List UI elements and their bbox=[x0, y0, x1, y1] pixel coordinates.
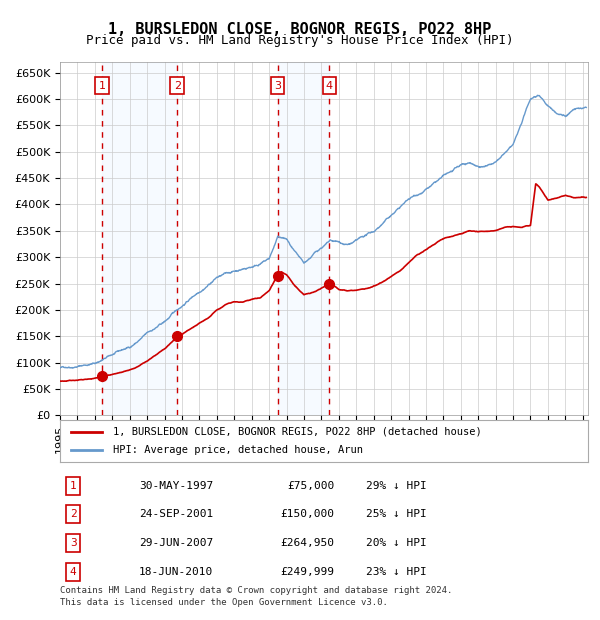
Bar bbox=[102, 62, 177, 415]
Text: 1: 1 bbox=[70, 480, 77, 490]
Text: 4: 4 bbox=[70, 567, 77, 577]
Text: HPI: Average price, detached house, Arun: HPI: Average price, detached house, Arun bbox=[113, 445, 363, 455]
Text: 20% ↓ HPI: 20% ↓ HPI bbox=[366, 538, 427, 548]
Text: This data is licensed under the Open Government Licence v3.0.: This data is licensed under the Open Gov… bbox=[60, 598, 388, 608]
Text: 1: 1 bbox=[98, 81, 106, 91]
Text: 2: 2 bbox=[174, 81, 181, 91]
Text: 29% ↓ HPI: 29% ↓ HPI bbox=[366, 480, 427, 490]
Bar bbox=[278, 62, 329, 415]
Text: 23% ↓ HPI: 23% ↓ HPI bbox=[366, 567, 427, 577]
Text: Price paid vs. HM Land Registry's House Price Index (HPI): Price paid vs. HM Land Registry's House … bbox=[86, 34, 514, 47]
Text: Contains HM Land Registry data © Crown copyright and database right 2024.: Contains HM Land Registry data © Crown c… bbox=[60, 586, 452, 595]
Text: £264,950: £264,950 bbox=[281, 538, 335, 548]
Text: 30-MAY-1997: 30-MAY-1997 bbox=[139, 480, 214, 490]
Text: 3: 3 bbox=[274, 81, 281, 91]
Text: £75,000: £75,000 bbox=[287, 480, 335, 490]
Text: 24-SEP-2001: 24-SEP-2001 bbox=[139, 509, 214, 520]
Text: £150,000: £150,000 bbox=[281, 509, 335, 520]
Text: 29-JUN-2007: 29-JUN-2007 bbox=[139, 538, 214, 548]
Text: £249,999: £249,999 bbox=[281, 567, 335, 577]
Text: 25% ↓ HPI: 25% ↓ HPI bbox=[366, 509, 427, 520]
Text: 4: 4 bbox=[326, 81, 333, 91]
Text: 1, BURSLEDON CLOSE, BOGNOR REGIS, PO22 8HP (detached house): 1, BURSLEDON CLOSE, BOGNOR REGIS, PO22 8… bbox=[113, 427, 482, 436]
Text: 3: 3 bbox=[70, 538, 77, 548]
Text: 18-JUN-2010: 18-JUN-2010 bbox=[139, 567, 214, 577]
Text: 2: 2 bbox=[70, 509, 77, 520]
Text: 1, BURSLEDON CLOSE, BOGNOR REGIS, PO22 8HP: 1, BURSLEDON CLOSE, BOGNOR REGIS, PO22 8… bbox=[109, 22, 491, 37]
